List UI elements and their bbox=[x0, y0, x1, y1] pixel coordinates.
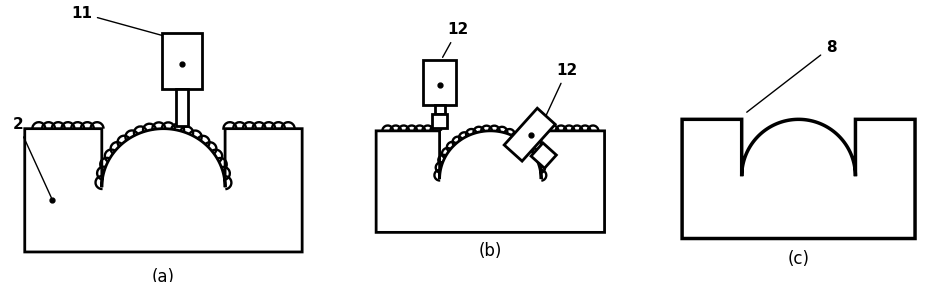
Polygon shape bbox=[440, 55, 541, 179]
Text: 11: 11 bbox=[71, 6, 181, 41]
Polygon shape bbox=[531, 143, 557, 168]
Text: (a): (a) bbox=[152, 268, 175, 282]
Text: 12: 12 bbox=[545, 63, 577, 118]
Bar bbox=[176, 89, 188, 125]
Text: 2: 2 bbox=[12, 117, 51, 198]
Bar bbox=[432, 114, 446, 128]
Text: 12: 12 bbox=[443, 22, 469, 57]
Bar bbox=[423, 60, 456, 105]
Text: (b): (b) bbox=[478, 242, 502, 260]
Polygon shape bbox=[742, 38, 856, 176]
Polygon shape bbox=[102, 36, 225, 187]
Text: (c): (c) bbox=[787, 250, 810, 268]
Text: 8: 8 bbox=[747, 39, 836, 112]
Bar bbox=[434, 105, 445, 114]
Bar bbox=[162, 33, 202, 89]
Polygon shape bbox=[504, 108, 555, 161]
